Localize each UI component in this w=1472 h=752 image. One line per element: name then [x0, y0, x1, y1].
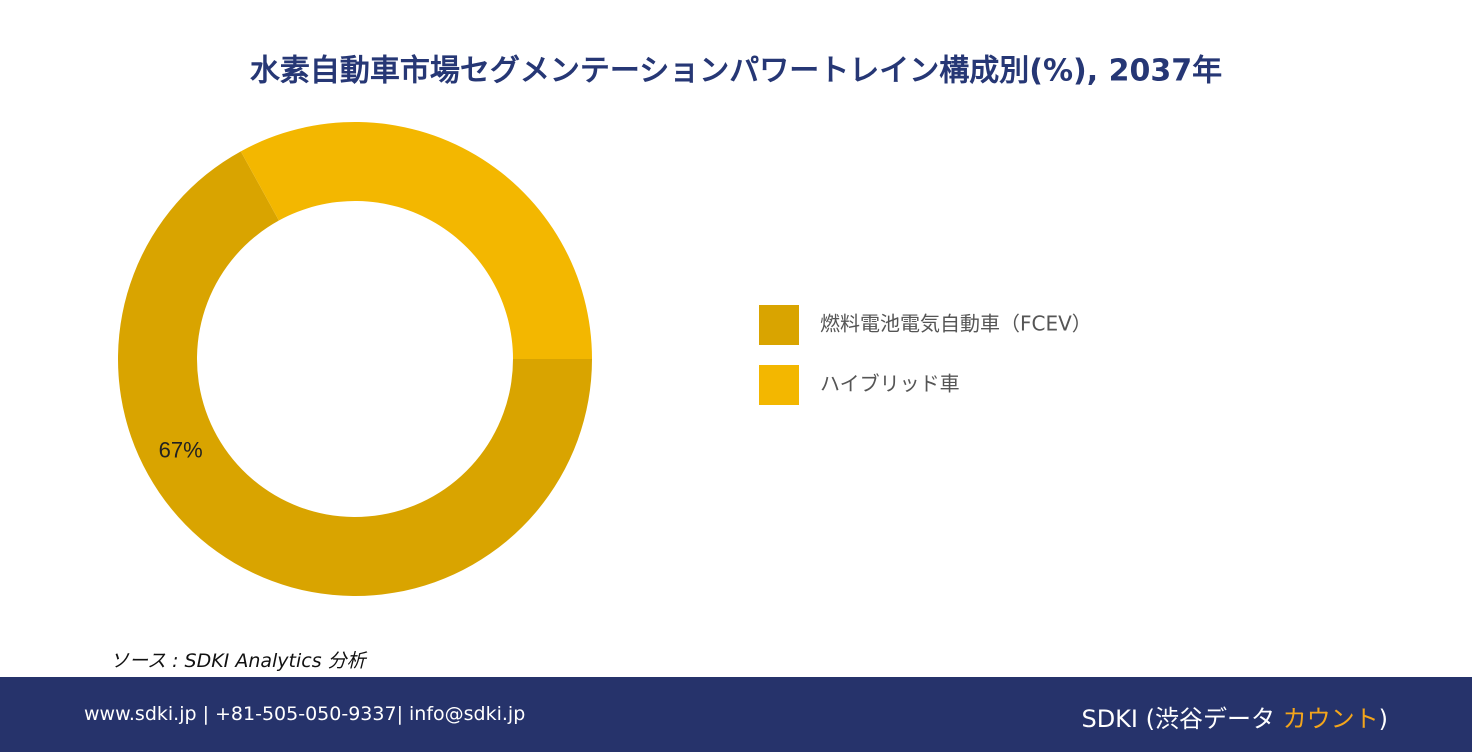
donut-segment [117, 151, 592, 597]
donut-segment [240, 122, 592, 360]
footer: www.sdki.jp | +81-505-050-9337| info@sdk… [0, 677, 1472, 752]
legend-swatch [759, 365, 799, 405]
legend-swatch [759, 305, 799, 345]
contact-info: www.sdki.jp | +81-505-050-9337| info@sdk… [84, 703, 526, 725]
brand-highlight: カウント [1282, 705, 1379, 733]
brand: SDKI (渋谷データ カウント) [1081, 699, 1388, 734]
chart-title: 水素自動車市場セグメンテーションパワートレイン構成別(%), 2037年 [250, 54, 1222, 89]
brand-prefix: SDKI (渋谷データ [1081, 705, 1283, 733]
source-note: ソース : SDKI Analytics 分析 [110, 650, 366, 672]
brand-suffix: ) [1378, 705, 1388, 733]
data-label: 67% [159, 438, 203, 463]
chart: 水素自動車市場セグメンテーションパワートレイン構成別(%), 2037年 67%… [117, 54, 1222, 597]
legend-label: ハイブリッド車 [820, 372, 960, 396]
legend-label: 燃料電池電気自動車（FCEV） [820, 312, 1092, 336]
